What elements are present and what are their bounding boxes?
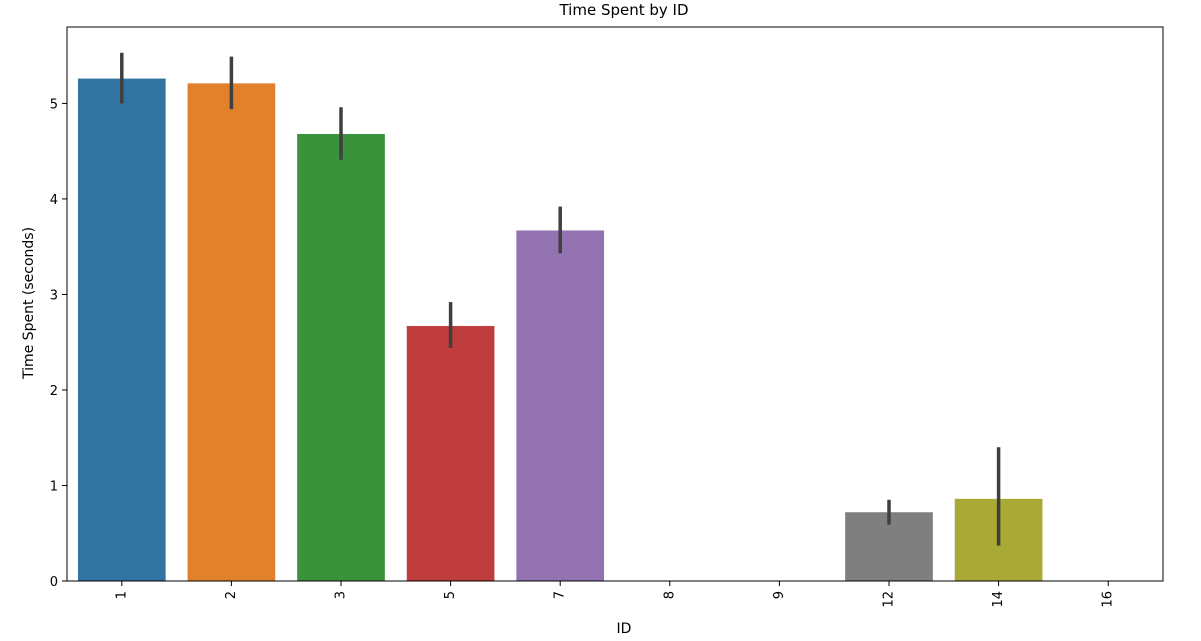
y-tick-label: 5: [50, 97, 58, 112]
bar-7: [516, 230, 605, 581]
y-tick-label: 1: [50, 479, 58, 494]
x-tick-label-8: 8: [662, 591, 677, 599]
bar-2: [187, 83, 276, 582]
bar-1: [77, 78, 166, 581]
bar-5: [406, 325, 495, 581]
y-tick-label: 4: [50, 193, 58, 208]
x-tick-label-9: 9: [772, 591, 787, 599]
x-tick-label-5: 5: [443, 591, 458, 599]
x-tick-label-16: 16: [1101, 591, 1116, 608]
y-tick-label: 2: [50, 384, 58, 399]
x-tick-label-12: 12: [882, 591, 897, 608]
x-tick-label-14: 14: [991, 591, 1006, 608]
plot-frame: [66, 26, 1164, 582]
x-tick-label-7: 7: [553, 591, 568, 599]
x-tick-label-3: 3: [334, 591, 349, 599]
y-tick-label: 3: [50, 288, 58, 303]
x-tick-label-1: 1: [114, 591, 129, 599]
x-tick-label-2: 2: [224, 591, 239, 599]
y-axis-label: Time Spent (seconds): [21, 227, 37, 380]
y-tick-label: 0: [50, 575, 58, 590]
x-axis-label: ID: [617, 621, 632, 637]
chart-title: Time Spent by ID: [558, 1, 688, 19]
bar-3: [297, 133, 385, 581]
